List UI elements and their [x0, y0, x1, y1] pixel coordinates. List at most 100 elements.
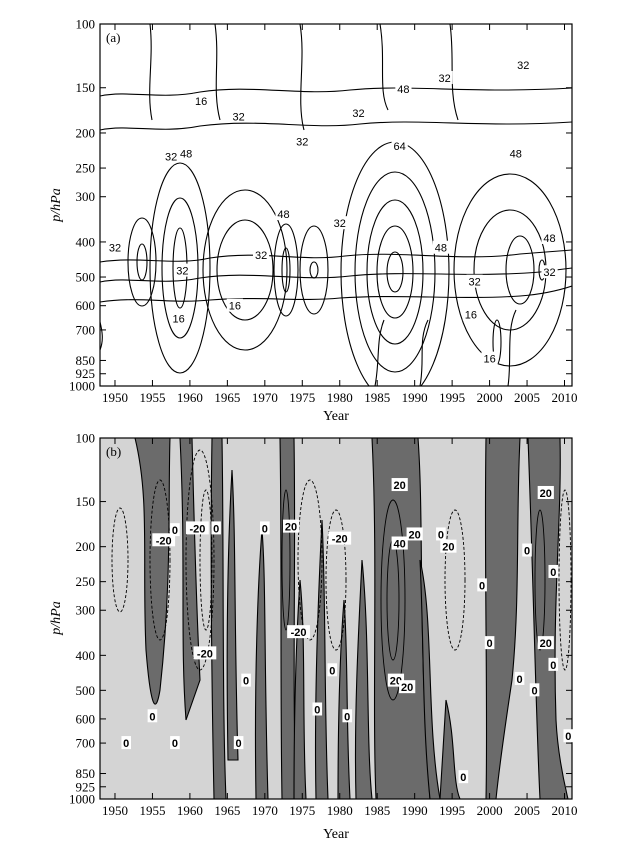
contour-line — [281, 489, 291, 631]
contour-line — [354, 171, 436, 373]
positive-region — [439, 699, 461, 799]
x-tick-label: 2000 — [477, 390, 503, 405]
contour-label-text: 0 — [243, 676, 249, 688]
x-tick-label: 1955 — [139, 390, 165, 405]
x-tick-label: 1970 — [252, 803, 278, 818]
contour-label-bg — [170, 311, 187, 325]
contour-label: 0 — [170, 523, 180, 537]
x-tick-label: 1995 — [439, 803, 465, 818]
y-tick-label: 250 — [76, 161, 96, 176]
contour-label-bg — [477, 578, 487, 592]
contour-label-bg — [327, 663, 338, 677]
contour-label-bg — [395, 81, 412, 95]
panel-a-y-axis-title: p/hPa — [49, 188, 64, 222]
contour-label-bg — [193, 93, 210, 107]
contour-label: 32 — [230, 109, 247, 123]
contour-label-bg — [436, 527, 446, 541]
contour-label-text: 0 — [213, 523, 219, 535]
contour-label-text: 16 — [465, 310, 477, 322]
contour-label-bg — [350, 105, 367, 119]
contour-line — [374, 319, 385, 386]
y-tick-label: 400 — [76, 234, 96, 249]
contour-label: -20 — [328, 531, 352, 546]
contour-label-text: 0 — [565, 731, 571, 743]
contour-label-text: 32 — [255, 250, 267, 262]
positive-region — [527, 438, 569, 799]
contour-label-text: 32 — [543, 267, 555, 279]
y-tick-label: 925 — [76, 366, 96, 381]
contour-label-text: 32 — [352, 108, 364, 120]
contour-label: 0 — [327, 663, 338, 677]
panel-a-x-axis-title: Year — [323, 409, 349, 424]
contour-label-text: 48 — [510, 149, 522, 161]
contour-label: 0 — [548, 564, 559, 579]
y-tick-label: 700 — [76, 322, 96, 337]
contour-label-text: 20 — [401, 682, 413, 694]
contour-label: 0 — [484, 636, 495, 650]
contour-label-bg — [226, 298, 243, 312]
contour-label-text: 0 — [460, 772, 466, 784]
x-tick-label: 1995 — [439, 390, 465, 405]
y-tick-label: 700 — [76, 736, 96, 751]
positive-region — [337, 599, 351, 799]
y-tick-label: 150 — [76, 494, 96, 509]
contour-label-text: 20 — [540, 638, 552, 650]
contour-label-text: 0 — [262, 523, 268, 535]
contour-label-text: 20 — [390, 676, 402, 688]
contour-line — [473, 209, 547, 331]
contour-label-text: 16 — [173, 313, 185, 325]
contour-label-bg — [170, 736, 180, 750]
contour-label-text: 0 — [172, 738, 178, 750]
contour-label-text: -20 — [156, 535, 172, 547]
contour-label: 20 — [537, 636, 554, 650]
contour-label-bg — [147, 709, 158, 723]
contour-label-bg — [548, 657, 559, 671]
contour-line — [366, 199, 424, 345]
y-tick-label: 600 — [76, 711, 96, 726]
y-tick-label: 600 — [76, 298, 96, 313]
contour-label-text: 48 — [397, 84, 409, 96]
contour-label-bg — [294, 134, 311, 148]
contour-label-bg — [529, 683, 540, 697]
contour-label: 0 — [211, 521, 221, 535]
contour-line — [185, 449, 215, 671]
contour-label-bg — [287, 625, 310, 639]
contour-label-text: 20 — [409, 529, 421, 541]
contour-label: 16 — [193, 93, 210, 108]
contour-label-text: 0 — [531, 685, 537, 697]
contour-label-text: 32 — [109, 243, 121, 255]
contour-label-bg — [121, 736, 132, 750]
contour-label-bg — [484, 636, 495, 650]
panel-b-y-axis-title: p/hPa — [49, 601, 64, 635]
contour-label: 32 — [350, 105, 367, 120]
contour-label: 32 — [466, 274, 483, 289]
contour-label-text: 32 — [468, 277, 480, 289]
contour-label-bg — [406, 527, 423, 541]
contour-label: 0 — [514, 671, 525, 686]
contour-label-text: 0 — [479, 580, 485, 592]
panel-a: (a) 1950 1955 1960 1965 1970 1975 1980 1985 1990… — [49, 17, 578, 425]
contour-label-text: 0 — [550, 660, 556, 672]
contour-label-bg — [230, 109, 247, 123]
contour-label-bg — [515, 58, 532, 72]
y-tick-label: 100 — [76, 17, 96, 32]
contour-label-bg — [275, 207, 292, 221]
contour-label-text: -20 — [189, 523, 205, 535]
contour-label-bg — [178, 146, 195, 160]
contour-label-bg — [312, 702, 323, 716]
contour-label: 20 — [406, 527, 423, 541]
panel-b-x-axis-title: Year — [323, 827, 349, 842]
contour-label: 48 — [395, 81, 412, 96]
contour-label-text: 20 — [394, 480, 406, 492]
x-tick-label: 1990 — [402, 803, 428, 818]
contour-line — [199, 489, 213, 631]
positive-region — [484, 438, 521, 799]
contour-label-text: 48 — [543, 233, 555, 245]
contour-label: 16 — [462, 307, 479, 322]
positive-region — [254, 529, 269, 799]
contour-line — [273, 223, 299, 317]
panel-b-frame — [99, 437, 573, 800]
contour-label: 0 — [342, 709, 353, 723]
y-tick-label: 850 — [76, 766, 96, 781]
